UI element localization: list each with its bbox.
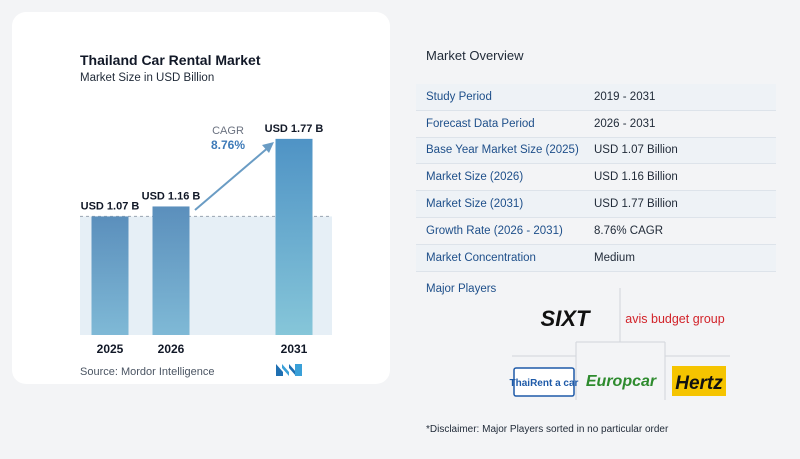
data-label: USD 1.16 B [142,190,201,202]
overview-row: Growth Rate (2026 - 2031) 8.76% CAGR [416,218,776,245]
data-label: USD 1.07 B [81,200,140,212]
mordor-logo-icon [276,364,302,376]
overview-label: Market Size (2026) [426,171,524,184]
overview-value: USD 1.07 Billion [594,144,678,157]
x-tick-label: 2026 [158,342,185,356]
chart-title: Thailand Car Rental Market [80,52,261,68]
overview-value: USD 1.77 Billion [594,198,678,211]
overview-row: Market Size (2031) USD 1.77 Billion [416,191,776,218]
hertz-logo: Hertz [675,373,723,394]
players-title: Major Players [426,283,497,295]
overview-label: Growth Rate (2026 - 2031) [426,224,563,237]
bar-chart: USD 1.07 B 2025 USD 1.16 B 2026 USD 1.77 B 20… [80,123,332,356]
chart-subtitle: Market Size in USD Billion [80,72,215,84]
overview-value: USD 1.16 Billion [594,171,678,184]
overview-row: Forecast Data Period 2026 - 2031 [416,111,776,138]
cagr-value: 8.76% [211,138,245,152]
data-label: USD 1.77 B [265,123,324,135]
overview-label: Study Period [426,90,492,103]
overview-row: Study Period 2019 - 2031 [416,84,776,111]
overview-value: 2019 - 2031 [594,90,656,103]
bar [152,206,190,335]
overview-value: 2026 - 2031 [594,117,656,130]
overview-table: Study Period 2019 - 2031 Forecast Data Pe… [416,84,776,272]
x-tick-label: 2025 [97,342,124,356]
overview-row: Base Year Market Size (2025) USD 1.07 Bil… [416,137,776,165]
thairent-logo-frame [513,367,575,397]
bar [91,216,129,335]
overview-title: Market Overview [426,48,524,63]
overview-value: Medium [594,251,635,264]
bar [275,138,313,335]
overview-row: Market Concentration Medium [416,244,776,272]
europcar-logo: Europcar [586,373,657,390]
chart-source: Source: Mordor Intelligence [80,366,215,378]
hertz-logo-bg [672,366,726,396]
avis-budget-logo: avis budget group [625,312,724,326]
cagr-label: CAGR [212,125,244,137]
overview-row: Market Size (2026) USD 1.16 Billion [416,164,776,192]
sixt-logo: SIXT [541,306,591,331]
x-tick-label: 2031 [281,342,308,356]
overview-label: Forecast Data Period [426,117,535,130]
overview-label: Market Size (2031) [426,198,524,211]
overview-value: 8.76% CAGR [594,224,664,237]
disclaimer: *Disclaimer: Major Players sorted in no … [426,424,669,435]
cagr-arrow [194,145,271,211]
thairent-logo: ThaiRent a car [510,378,579,389]
overview-label: Base Year Market Size (2025) [426,144,579,157]
cagr-arrowhead [262,142,274,153]
overview-label: Market Concentration [426,251,536,264]
